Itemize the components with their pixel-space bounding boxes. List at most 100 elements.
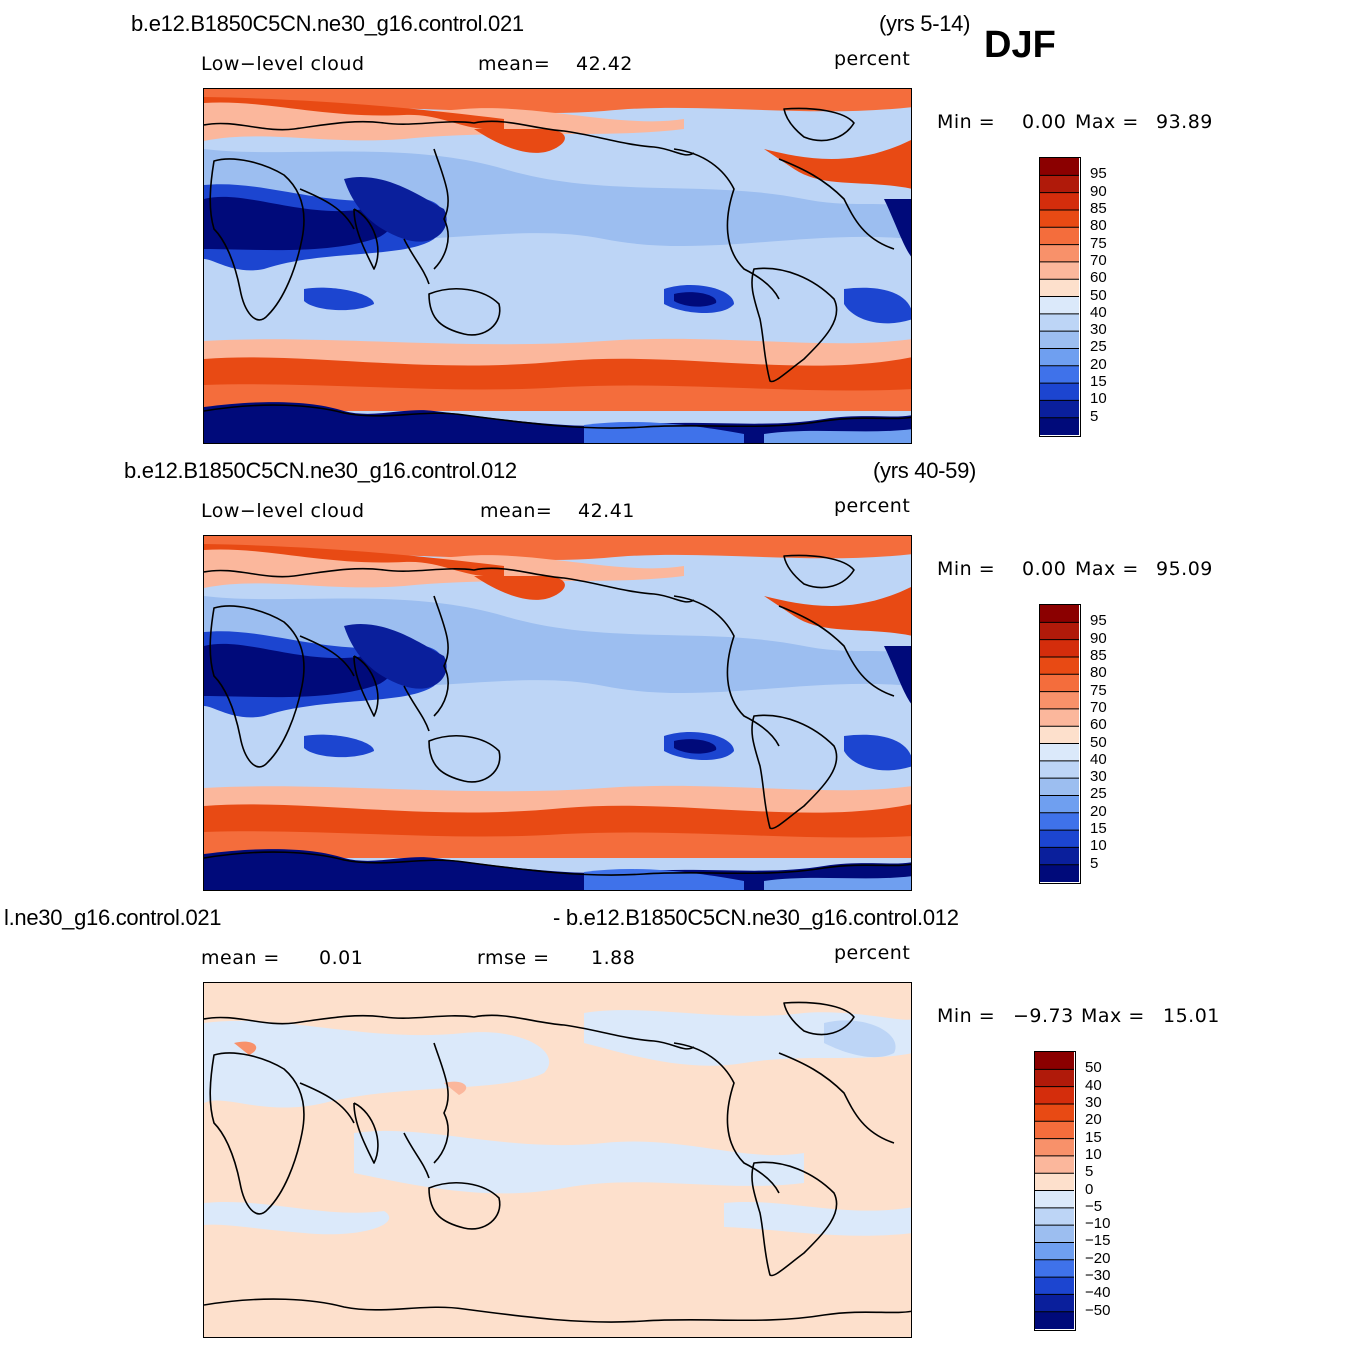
panel3-max-value: 15.01 [1163,1005,1220,1027]
panel3-mean-value: 0.01 [319,947,364,969]
coastlines [204,554,911,876]
coastline-segment [204,404,911,429]
field-contour-region [764,586,911,636]
colorbar-swatch [1040,296,1079,315]
colorbar-swatch [1040,708,1079,727]
field-contour-region [204,544,504,577]
field-contour-region [674,292,717,307]
coastline-segment [209,605,305,768]
coastline-segment [428,288,501,336]
colorbar-tick-label: 70 [1090,251,1107,269]
colorbar-swatch [1040,656,1079,675]
field-contour-region [204,196,393,251]
colorbar-tick-label: 90 [1090,182,1107,200]
colorbar-swatch [1040,158,1079,176]
panel1-max-label: Max = [1075,111,1139,133]
panel2-field-name: Low−level cloud [201,500,365,522]
colorbar-tick-label: 40 [1090,750,1107,768]
panel2-mean-value: 42.41 [578,500,635,522]
panel1-colorbar-labels: 95 90 85 80 75 70 60 50 40 30 25 20 15 10 5 [1090,157,1140,437]
panel1-colorbar [1039,157,1081,437]
colorbar-tick-label: 15 [1085,1128,1102,1146]
coastline-segment [433,148,449,270]
panel1-min-value: 0.00 [1022,111,1067,133]
colorbar-tick-label: 5 [1090,407,1099,425]
field-contour-region [304,734,374,758]
colorbar-tick-label: 85 [1090,646,1107,664]
colorbar-swatch [1035,1173,1074,1191]
colorbar-swatch [1035,1259,1074,1278]
coastline-segment [204,1014,695,1050]
colorbar-tick-label: 50 [1090,733,1107,751]
colorbar-swatch [1040,847,1079,866]
colorbar-swatch [1035,1225,1074,1243]
colorbar-tick-label: 80 [1090,217,1107,235]
colorbar-tick-label: 10 [1085,1145,1102,1163]
colorbar-swatch [1040,417,1079,435]
colorbar-swatch [1035,1052,1074,1070]
colorbar-tick-label: 20 [1090,355,1107,373]
colorbar-tick-label: 10 [1090,390,1107,408]
field-contour-region [764,429,911,443]
panel3-min-value: −9.73 [1013,1005,1074,1027]
diff-contour-region [204,1201,390,1235]
field-contour-region [204,831,911,858]
colorbar-swatch [1040,400,1079,419]
field-contour-region [474,576,565,600]
colorbar-swatch [1040,726,1079,744]
colorbar-swatch [1040,743,1079,762]
colorbar-tick-label: 60 [1090,269,1107,287]
panel3-case-title-right: - b.e12.B1850C5CN.ne30_g16.control.012 [553,905,959,930]
colorbar-swatch [1035,1069,1074,1088]
colorbar-tick-label: 75 [1090,234,1107,252]
coastline-segment [751,1161,838,1277]
panel3-mean-label: mean = [201,947,280,969]
panel2-units: percent [834,495,911,517]
colorbar-tick-label: 15 [1090,373,1107,391]
coastlines [204,1001,911,1323]
coastline-segment [433,595,449,717]
colorbar-tick-label: 5 [1090,854,1099,872]
coastline-segment [209,1052,305,1215]
panel3-rmse-value: 1.88 [591,947,636,969]
colorbar-swatch [1040,365,1079,384]
field-contour-region [204,643,393,698]
colorbar-swatch [1035,1190,1074,1209]
panel3-max-label: Max = [1081,1005,1145,1027]
colorbar-tick-label: 60 [1090,716,1107,734]
diff-contour-region [354,1130,804,1194]
panel3-map [203,982,912,1338]
colorbar-swatch [1035,1207,1074,1226]
colorbar-tick-label: −50 [1085,1301,1111,1319]
colorbar-tick-label: 10 [1090,837,1107,855]
coastline-segment [783,554,855,589]
field-contour-region [764,876,911,890]
panel1-field-name: Low−level cloud [201,53,365,75]
panel2-max-label: Max = [1075,558,1139,580]
colorbar-swatch [1040,830,1079,848]
panel1-mean-label: mean= [478,53,551,75]
panel2-mean-label: mean= [480,500,553,522]
colorbar-tick-label: 50 [1090,286,1107,304]
coastline-segment [673,148,895,300]
field-contour-region [884,199,911,257]
panel2-min-label: Min = [937,558,996,580]
colorbar-swatch [1040,812,1079,831]
coastline-segment [299,1082,430,1179]
coastline-segment [433,1042,449,1164]
colorbar-swatch [1040,227,1079,246]
colorbar-tick-label: 40 [1085,1076,1102,1094]
coastline-segment [204,120,695,156]
colorbar-swatch [1040,209,1079,228]
field-contour-region [844,287,911,324]
panel2-map [203,535,912,891]
coastline-segment [204,851,911,876]
colorbar-swatch [1040,622,1079,641]
colorbar-swatch [1040,244,1079,263]
field-contour-region [844,734,911,771]
panel1-max-value: 93.89 [1156,111,1213,133]
colorbar-swatch [1040,639,1079,658]
colorbar-tick-label: 75 [1090,681,1107,699]
colorbar-swatch [1040,674,1079,693]
colorbar-swatch [1035,1138,1074,1157]
